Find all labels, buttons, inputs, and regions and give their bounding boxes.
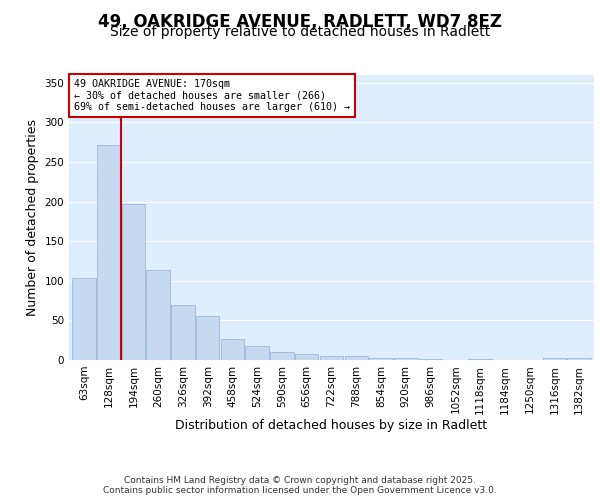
Y-axis label: Number of detached properties: Number of detached properties [26, 119, 39, 316]
Bar [295, 354, 319, 360]
Bar [419, 359, 442, 360]
Bar [196, 316, 220, 360]
Bar [122, 204, 145, 360]
Bar [245, 346, 269, 360]
Bar [394, 358, 418, 360]
Bar [146, 270, 170, 360]
Bar [72, 278, 95, 360]
Text: Size of property relative to detached houses in Radlett: Size of property relative to detached ho… [110, 25, 490, 39]
Bar [344, 356, 368, 360]
Bar [469, 359, 492, 360]
X-axis label: Distribution of detached houses by size in Radlett: Distribution of detached houses by size … [175, 419, 488, 432]
Bar [270, 352, 294, 360]
Text: Contains HM Land Registry data © Crown copyright and database right 2025.
Contai: Contains HM Land Registry data © Crown c… [103, 476, 497, 495]
Bar [542, 358, 566, 360]
Bar [97, 144, 121, 360]
Text: 49, OAKRIDGE AVENUE, RADLETT, WD7 8EZ: 49, OAKRIDGE AVENUE, RADLETT, WD7 8EZ [98, 12, 502, 30]
Bar [568, 358, 591, 360]
Bar [221, 338, 244, 360]
Bar [369, 358, 393, 360]
Text: 49 OAKRIDGE AVENUE: 170sqm
← 30% of detached houses are smaller (266)
69% of sem: 49 OAKRIDGE AVENUE: 170sqm ← 30% of deta… [74, 80, 350, 112]
Bar [320, 356, 343, 360]
Bar [171, 306, 194, 360]
